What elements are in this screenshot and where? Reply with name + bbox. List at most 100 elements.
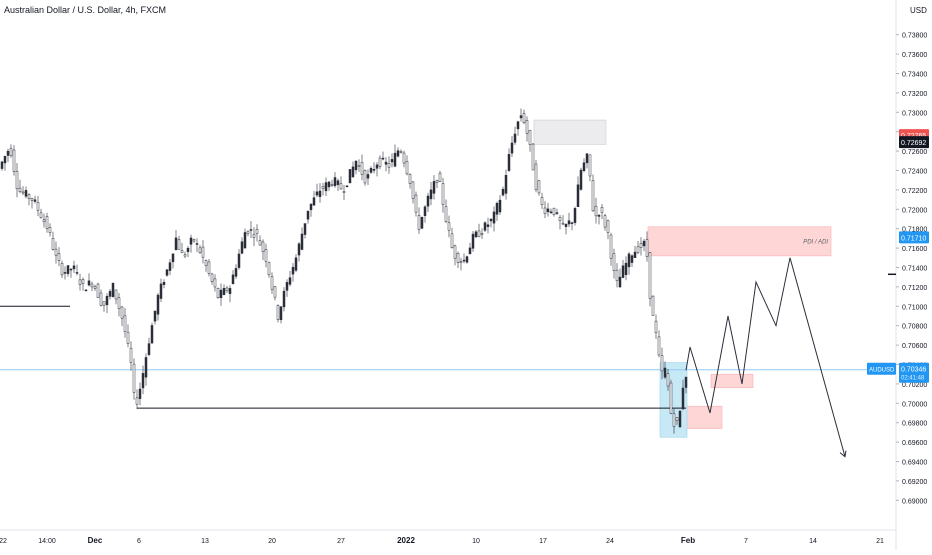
candle-up <box>678 410 682 428</box>
candle-down <box>552 207 556 215</box>
candle-down <box>594 205 598 217</box>
candle-down <box>330 184 334 186</box>
candle-down <box>126 331 130 344</box>
projection-path <box>685 257 846 457</box>
y-tick-label: 0.72200 <box>902 188 927 195</box>
candle-down <box>672 413 676 427</box>
candle-up <box>105 295 109 306</box>
candle-up <box>684 376 688 388</box>
candle-down <box>444 206 448 223</box>
y-tick-label: 0.70800 <box>902 324 927 331</box>
candle-down <box>90 283 94 288</box>
candle-up <box>390 159 394 163</box>
price-tag-label: 0.72692 <box>901 140 926 147</box>
candle-down <box>525 120 529 134</box>
candle-up <box>465 256 469 263</box>
candle-down <box>42 219 46 223</box>
candle-down <box>15 170 19 190</box>
candle-up <box>423 206 427 216</box>
candle-up <box>597 214 601 217</box>
candle-up <box>582 162 586 171</box>
candle-up <box>162 282 166 285</box>
candle-down <box>561 222 565 225</box>
y-tick-label: 0.72400 <box>902 169 927 176</box>
candle-down <box>639 243 643 248</box>
candle-up <box>144 357 148 378</box>
candle-up <box>375 164 379 169</box>
y-tick-label: 0.71200 <box>902 285 927 292</box>
candle-down <box>264 249 268 262</box>
x-tick-label: Feb <box>681 536 695 545</box>
candle-down <box>210 273 214 282</box>
candle-down <box>48 227 52 233</box>
x-tick-label: 21 <box>876 538 884 545</box>
y-tick-label: 0.72600 <box>902 149 927 156</box>
x-tick-label: 2022 <box>397 536 415 545</box>
candle-down <box>252 234 256 238</box>
candle-up <box>549 211 553 214</box>
y-tick-label: 0.73600 <box>902 52 927 59</box>
candle-up <box>141 373 145 389</box>
candle-down <box>654 320 658 334</box>
candle-down <box>540 197 544 205</box>
candle-up <box>3 156 7 164</box>
candle-up <box>567 220 571 225</box>
candle-up <box>297 243 301 256</box>
candle-up <box>471 233 475 249</box>
candle-down <box>543 207 547 214</box>
candle-up <box>420 216 424 229</box>
x-tick-label: Dec <box>88 536 103 545</box>
candle-up <box>156 294 160 315</box>
candle-up <box>366 174 370 179</box>
candle-up <box>519 115 523 119</box>
candle-down <box>528 129 532 145</box>
candle-down <box>441 183 445 206</box>
candle-down <box>360 162 364 175</box>
candle-down <box>600 207 604 213</box>
candle-down <box>216 288 220 298</box>
candle-up <box>396 150 400 157</box>
candle-down <box>666 373 670 387</box>
current-price-label: 0.70346 <box>901 367 926 374</box>
countdown-label: 02:41:48 <box>901 376 925 382</box>
candle-down <box>357 165 361 167</box>
demand-zone-lower <box>685 405 723 429</box>
candle-down <box>606 220 610 233</box>
candle-up <box>432 181 436 194</box>
x-tick-label: 20 <box>268 538 276 545</box>
candle-up <box>243 232 247 249</box>
candle-up <box>282 290 286 308</box>
candle-down <box>414 194 418 213</box>
candle-up <box>237 253 241 268</box>
candle-up <box>294 257 298 271</box>
candle-up <box>195 243 199 245</box>
candle-down <box>120 306 124 319</box>
candle-down <box>480 233 484 235</box>
zone-label: PDI / ADI <box>803 239 828 245</box>
x-tick-label: 17 <box>539 538 547 545</box>
candle-down <box>102 301 106 306</box>
candle-down <box>207 261 211 274</box>
candle-down <box>51 238 55 250</box>
candle-down <box>534 163 538 190</box>
candle-down <box>132 363 136 393</box>
candle-down <box>78 279 82 285</box>
candle-up <box>33 199 37 202</box>
candle-up <box>576 184 580 207</box>
candle-up <box>285 282 289 291</box>
x-tick-label: 27 <box>337 538 345 545</box>
candle-up <box>300 233 304 250</box>
candle-down <box>36 202 40 211</box>
candle-down <box>417 215 421 230</box>
candle-up <box>222 287 226 295</box>
candle-down <box>531 143 535 171</box>
y-tick-label: 0.73200 <box>902 91 927 98</box>
x-tick-label: 10 <box>472 538 480 545</box>
candle-up <box>153 310 157 322</box>
candle-up <box>474 231 478 238</box>
candle-up <box>384 161 388 165</box>
candle-up <box>393 152 397 167</box>
projection-arrowhead <box>839 450 847 458</box>
candle-down <box>612 253 616 271</box>
